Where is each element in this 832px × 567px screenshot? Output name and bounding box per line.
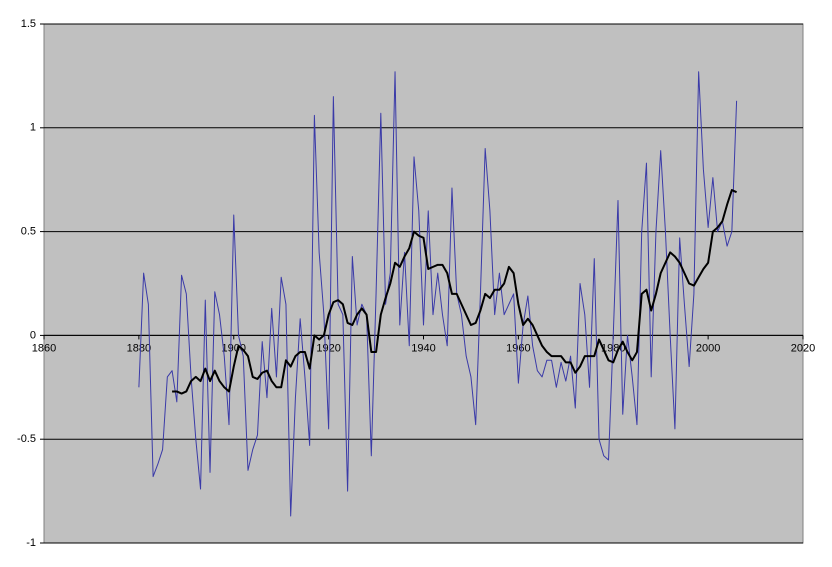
x-tick-label: 1860 — [32, 342, 56, 354]
y-tick-label: 0 — [30, 329, 36, 341]
series-line — [138, 71, 738, 517]
x-tick-label: 1880 — [127, 342, 151, 354]
x-tick-label: 1960 — [506, 342, 530, 354]
x-tick-label: 1900 — [222, 342, 246, 354]
plot-area — [43, 23, 804, 544]
y-tick-label: 0.5 — [21, 226, 36, 238]
y-tick-label: -1 — [26, 537, 36, 549]
x-tick-label: 2020 — [791, 342, 815, 354]
x-tick-label: 2000 — [696, 342, 720, 354]
series-line — [172, 189, 737, 395]
x-tick-label: 1940 — [411, 342, 435, 354]
y-tick-label: 1.5 — [21, 18, 36, 30]
y-tick-label: -0.5 — [17, 433, 36, 445]
x-tick-label: 1920 — [316, 342, 340, 354]
y-tick-label: 1 — [30, 122, 36, 134]
